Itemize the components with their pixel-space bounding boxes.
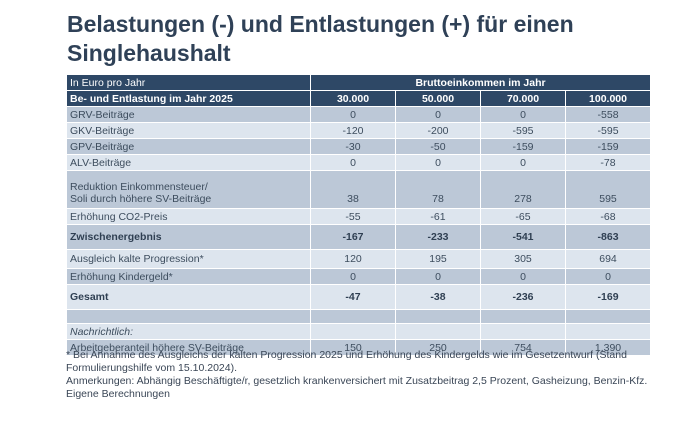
cell-value: 754	[480, 339, 566, 356]
spacer-row	[66, 309, 652, 324]
cell-value: -159	[564, 138, 652, 155]
cell-value: 305	[480, 249, 566, 269]
row-label-line: Soli durch höhere SV-Beiträge	[70, 193, 212, 205]
group-header: Bruttoeinkommen im Jahr	[309, 74, 652, 91]
cell-value: 195	[395, 249, 481, 269]
cell-value: -120	[310, 122, 396, 139]
column-header: 70.000	[480, 90, 566, 107]
cell-value: 1.390	[564, 339, 652, 356]
cell-value: 120	[310, 249, 396, 269]
column-header: 50.000	[395, 90, 481, 107]
cell-value: -595	[564, 122, 652, 139]
cell-value: -541	[480, 224, 566, 250]
row-label: Gesamt	[66, 284, 311, 310]
table-row: Erhöhung Kindergeld* 0 0 0 0	[66, 268, 652, 285]
row-label: ALV-Beiträge	[66, 154, 311, 171]
cell-value: 0	[310, 154, 396, 171]
cell-value: -50	[395, 138, 481, 155]
row-header: Be- und Entlastung im Jahr 2025	[66, 90, 311, 107]
unit-label: In Euro pro Jahr	[66, 74, 311, 91]
row-label: Zwischenergebnis	[66, 224, 311, 250]
cell-value: -47	[310, 284, 396, 310]
table-header-row-2: Be- und Entlastung im Jahr 2025 30.000 5…	[66, 90, 652, 107]
cell-value: 595	[564, 170, 652, 209]
row-label: Erhöhung CO2-Preis	[66, 208, 311, 225]
table-row: ALV-Beiträge 0 0 0 -78	[66, 154, 652, 171]
source-note: Eigene Berechnungen	[66, 388, 170, 400]
cell-value: -167	[310, 224, 396, 250]
table-row: Ausgleich kalte Progression* 120 195 305…	[66, 249, 652, 269]
cell-value: 38	[310, 170, 396, 209]
cell-value: -30	[310, 138, 396, 155]
table-row: GPV-Beiträge -30 -50 -159 -159	[66, 138, 652, 155]
row-label: GKV-Beiträge	[66, 122, 311, 139]
cell-value: 0	[395, 154, 481, 171]
cell-value: 0	[480, 154, 566, 171]
data-table: In Euro pro Jahr Bruttoeinkommen im Jahr…	[66, 74, 652, 356]
cell-value: 78	[395, 170, 481, 209]
footnote: * Bei Annahme des Ausgleichs der kalten …	[66, 349, 627, 374]
row-label: Ausgleich kalte Progression*	[66, 249, 311, 269]
notes: * Bei Annahme des Ausgleichs der kalten …	[66, 349, 686, 401]
cell-value: 0	[564, 268, 652, 285]
table-row: GKV-Beiträge -120 -200 -595 -595	[66, 122, 652, 139]
cell-value: 0	[395, 268, 481, 285]
cell-value: 0	[310, 106, 396, 123]
cell-value: -55	[310, 208, 396, 225]
subtotal-row: Zwischenergebnis -167 -233 -541 -863	[66, 224, 652, 250]
cell-value: -236	[480, 284, 566, 310]
cell-value: 278	[480, 170, 566, 209]
cell-value: -558	[564, 106, 652, 123]
row-label-line: Reduktion Einkommensteuer/	[70, 181, 208, 193]
row-label: GPV-Beiträge	[66, 138, 311, 155]
cell-value: 0	[395, 106, 481, 123]
table-row: Reduktion Einkommensteuer/ Soli durch hö…	[66, 170, 652, 209]
table-header-row-1: In Euro pro Jahr Bruttoeinkommen im Jahr	[66, 74, 652, 91]
row-label: Erhöhung Kindergeld*	[66, 268, 311, 285]
remarks: Anmerkungen: Abhängig Beschäftigte/r, ge…	[66, 375, 648, 387]
row-label: Arbeitgeberanteil höhere SV-Beiträge	[66, 339, 311, 356]
table-row: Nachrichtlich:	[66, 323, 652, 340]
cell-value: -169	[564, 284, 652, 310]
cell-value: 694	[564, 249, 652, 269]
row-label: GRV-Beiträge	[66, 106, 311, 123]
cell-value: 150	[310, 339, 396, 356]
row-label: Nachrichtlich:	[66, 323, 311, 340]
cell-value: -233	[395, 224, 481, 250]
table-row: GRV-Beiträge 0 0 0 -558	[66, 106, 652, 123]
total-row: Gesamt -47 -38 -236 -169	[66, 284, 652, 310]
table-row: Erhöhung CO2-Preis -55 -61 -65 -68	[66, 208, 652, 225]
cell-value: -65	[480, 208, 566, 225]
page-title: Belastungen (-) und Entlastungen (+) für…	[67, 11, 574, 66]
cell-value: 0	[480, 106, 566, 123]
table-row: Arbeitgeberanteil höhere SV-Beiträge 150…	[66, 339, 652, 356]
cell-value: -61	[395, 208, 481, 225]
cell-value: -863	[564, 224, 652, 250]
cell-value: -200	[395, 122, 481, 139]
column-header: 30.000	[310, 90, 396, 107]
cell-value: -159	[480, 138, 566, 155]
column-header: 100.000	[564, 90, 652, 107]
cell-value: -78	[564, 154, 652, 171]
cell-value: 0	[310, 268, 396, 285]
cell-value: -38	[395, 284, 481, 310]
cell-value: 250	[395, 339, 481, 356]
cell-value: -595	[480, 122, 566, 139]
cell-value: 0	[480, 268, 566, 285]
cell-value: -68	[564, 208, 652, 225]
row-label: Reduktion Einkommensteuer/ Soli durch hö…	[66, 170, 311, 209]
